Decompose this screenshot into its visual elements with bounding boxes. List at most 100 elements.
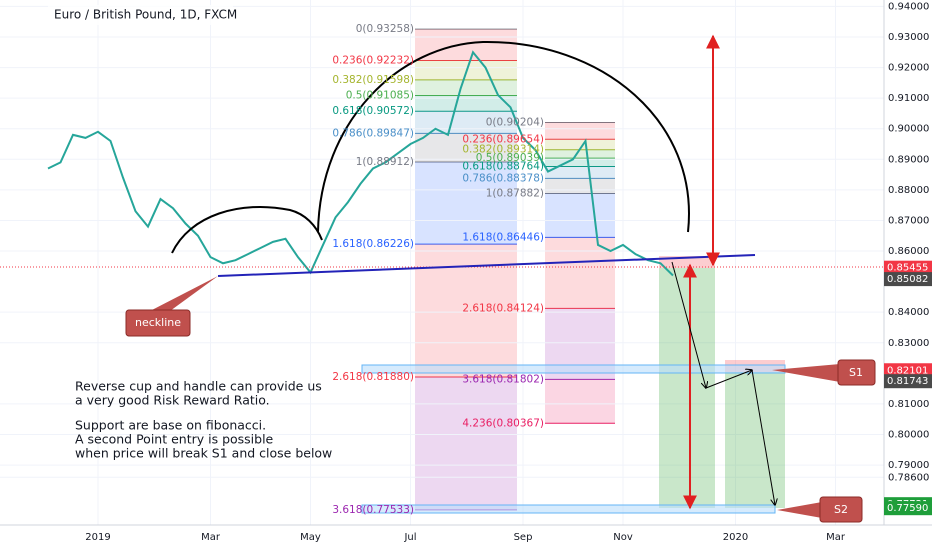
x-tick-label: Nov [613,532,633,543]
y-tick-label: 0.94000 [888,1,929,12]
y-tick-label: 0.80000 [888,429,929,440]
callout-text: neckline [135,316,181,329]
fib-band [545,237,615,309]
axes: 0.94000 0.93000 0.92000 0.91000 0.90000 0.890… [85,1,932,543]
fib-band [545,379,615,424]
fib-label: 0.382(0.89314) [462,144,544,156]
fib-band [415,133,517,162]
note: Reverse cup and handle can provide usa v… [75,379,332,461]
fib-label: 1(0.87882) [486,187,544,199]
note-line: a very good Risk Reward Ratio. [75,393,270,408]
price-label: 0.77590 [887,503,928,514]
price-label: 0.85455 [887,263,928,274]
fib-band [415,377,517,510]
y-tick-label: 0.83000 [888,338,929,349]
fib-bands [415,28,615,511]
fib-label: 3.618(0.77533) [332,504,414,516]
fib-label: 0(0.90204) [486,116,544,128]
plot [47,50,674,277]
price-line [47,50,674,277]
fib-label: 0.5(0.91085) [346,90,414,102]
price-label-bg [884,374,932,389]
note-line: A second Point entry is possible [75,432,274,447]
fib-band [545,139,615,150]
y-tick-label: 0.88000 [888,185,929,196]
fib-label: 2.618(0.84124) [462,302,544,314]
y-tick-label: 0.93000 [888,32,929,43]
fib-band [545,122,615,140]
x-tick-label: 2019 [85,532,110,543]
fib-label: 0.618(0.88764) [462,161,544,173]
profit-zone [725,372,785,508]
grid [0,0,884,525]
y-tick-label: 0.92000 [888,63,929,74]
callout-pointer [150,276,218,311]
fib-band [415,29,517,61]
callout [837,359,876,386]
y-tick-label: 0.87000 [888,215,929,226]
price-label: 0.82101 [887,365,928,376]
x-tick-label: 2020 [723,532,748,543]
price-label-bg [884,272,932,287]
fib-band [545,149,615,159]
support-zone [361,504,776,514]
fib-label: 0.618(0.90572) [332,105,414,117]
x-tick-label: Mar [826,532,846,543]
fib-label: 1.618(0.86226) [332,238,414,250]
fib-label: 2.618(0.81880) [332,371,414,383]
y-tick-label: 0.81000 [888,399,929,410]
fib-band [415,79,517,96]
fib-band [545,158,615,167]
y-tick-label: 0.79000 [888,460,929,471]
fib-label: 0.382(0.91598) [332,74,414,86]
path-arrow [751,369,775,505]
title-bg [48,5,233,25]
price-label-bg [884,501,932,516]
y-tick-label: 0.78600 [888,472,929,483]
fib-band [545,178,615,194]
fib-band [415,95,517,112]
fib-label: 1(0.88912) [356,156,414,168]
fib-band [415,111,517,134]
callout [125,309,191,337]
y-tick-label: 0.90000 [888,124,929,135]
y-tick-label: 0.84000 [888,307,929,318]
callout-pointer [777,502,822,518]
fib-label: 4.236(0.80367) [462,417,544,429]
fib-label: 0(0.93258) [356,23,414,35]
note-line: Support are base on fibonacci. [75,418,266,433]
price-label: 0.85082 [887,274,928,285]
note-line: when price will break S1 and close below [75,446,332,461]
handle-arc [171,206,323,254]
fib-band [545,193,615,238]
fib-label: 3.618(0.81802) [462,373,544,385]
fib-label: 0.786(0.88378) [462,172,544,184]
cup-arc [317,40,690,233]
x-tick-label: Jul [403,532,416,543]
callout-pointer [772,364,840,382]
fib-label: 0.236(0.89654) [462,133,544,145]
fib-band [415,161,517,245]
fib-band [545,166,615,179]
path-arrow [671,261,706,388]
callout-text: S2 [834,503,848,516]
neckline-line [217,254,756,277]
support-zone [361,364,786,374]
fib-label: 1.618(0.86446) [462,231,544,243]
price-label-bg [884,363,932,378]
callout [819,496,863,523]
x-tick-label: May [300,532,321,543]
note-line: Reverse cup and handle can provide us [75,379,322,394]
price-label: 0.81743 [887,376,928,387]
callout-text: S1 [849,366,863,379]
y-tick-label: 0.89000 [888,154,929,165]
x-tick-label: Mar [201,532,221,543]
y-tick-label: 0.91000 [888,93,929,104]
x-tick-label: Sep [514,532,533,543]
fib-label: 0.786(0.89847) [332,127,414,139]
path-arrow [705,370,752,389]
chart-title: Euro / British Pound, 1D, FXCM [54,8,237,22]
y-tick-label: 0.86000 [888,246,929,257]
fib-label: 0.236(0.92232) [332,54,414,66]
